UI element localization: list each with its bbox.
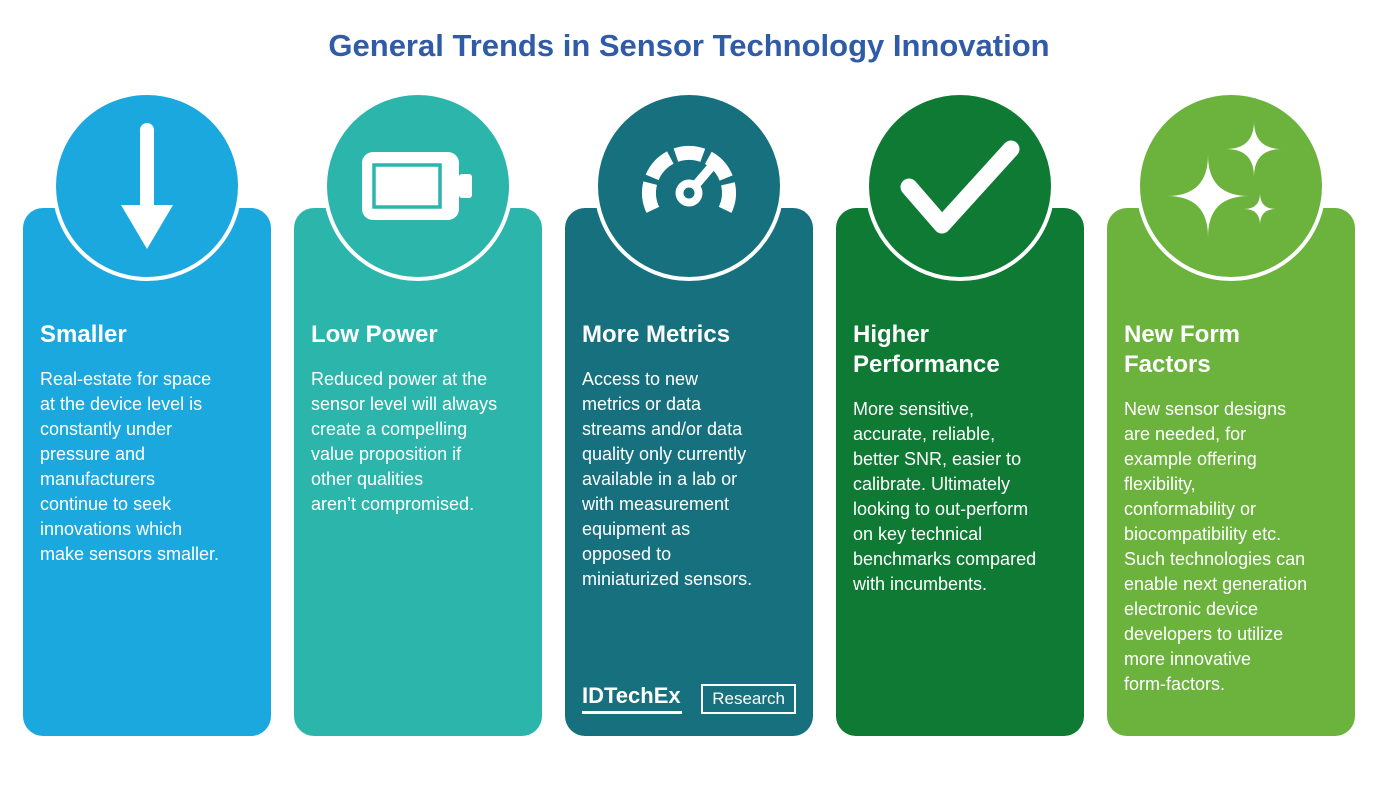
trend-card-higher-performance: Higher Performance More sensitive, accur…	[836, 91, 1084, 736]
card-body: Access to new metrics or data streams an…	[582, 369, 753, 589]
card-heading: Smaller	[40, 321, 127, 348]
page-title: General Trends in Sensor Technology Inno…	[328, 28, 1050, 63]
icon-bubble-more-metrics	[594, 91, 784, 281]
icon-bubble-low-power	[323, 91, 513, 281]
trend-card-smaller: Smaller Real-estate for space at the dev…	[23, 91, 271, 736]
card-new-form-factors: New Form Factors New sensor designs are …	[1107, 208, 1355, 736]
arrow-down-icon	[121, 123, 173, 249]
card-heading: Higher Performance	[853, 321, 1000, 378]
checkmark-icon	[900, 140, 1020, 234]
icon-bubble-smaller	[52, 91, 242, 281]
idtechex-wordmark: IDTechEx	[582, 684, 682, 714]
card-heading: More Metrics	[582, 321, 731, 348]
card-body: More sensitive, accurate, reliable, bett…	[853, 399, 1037, 594]
card-body: New sensor designs are needed, for examp…	[1124, 399, 1308, 694]
battery-icon	[362, 152, 472, 220]
idtechex-logo: IDTechEx Research	[582, 684, 796, 714]
icon-bubble-higher-performance	[865, 91, 1055, 281]
card-heading: New Form Factors	[1124, 321, 1241, 378]
card-higher-performance: Higher Performance More sensitive, accur…	[836, 208, 1084, 736]
trend-card-more-metrics: More Metrics Access to new metrics or da…	[565, 91, 813, 736]
research-label: Research	[701, 684, 796, 714]
trend-cards-row: Smaller Real-estate for space at the dev…	[0, 91, 1378, 736]
card-body: Real-estate for space at the device leve…	[40, 369, 220, 564]
icon-bubble-new-form-factors	[1136, 91, 1326, 281]
trend-card-new-form-factors: New Form Factors New sensor designs are …	[1107, 91, 1355, 736]
trend-card-low-power: Low Power Reduced power at the sensor le…	[294, 91, 542, 736]
card-low-power: Low Power Reduced power at the sensor le…	[294, 208, 542, 736]
card-body: Reduced power at the sensor level will a…	[311, 369, 498, 514]
card-smaller: Smaller Real-estate for space at the dev…	[23, 208, 271, 736]
card-heading: Low Power	[311, 321, 438, 348]
card-more-metrics: More Metrics Access to new metrics or da…	[565, 208, 813, 736]
gauge-icon	[642, 145, 736, 213]
sparkles-icon	[1167, 121, 1282, 237]
